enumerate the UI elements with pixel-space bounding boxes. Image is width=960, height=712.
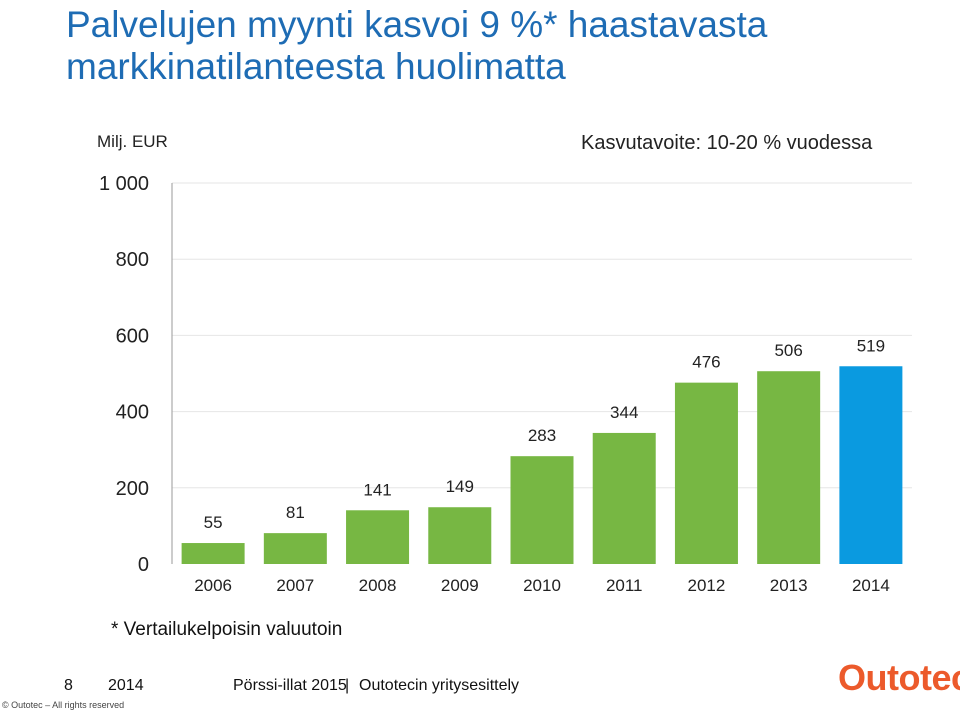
bar-2007	[263, 533, 327, 564]
bar-2012	[674, 382, 738, 564]
footnote: * Vertailukelpoisin valuutoin	[111, 619, 343, 640]
y-axis-unit-label: Milj. EUR	[97, 132, 168, 151]
bar-value-label: 283	[528, 426, 556, 445]
copyright-notice: © Outotec – All rights reserved	[2, 700, 125, 710]
x-tick-label: 2008	[359, 576, 397, 595]
bar-2011	[592, 432, 656, 564]
bar-value-label: 476	[692, 353, 720, 372]
x-tick-label: 2013	[770, 576, 808, 595]
bar-value-label: 344	[610, 403, 638, 422]
footer-page-number: 8	[64, 677, 73, 694]
outotec-logo: Outotec	[838, 657, 960, 698]
bar-2013	[757, 371, 821, 564]
footer-separator: |	[345, 677, 350, 694]
bar-value-label: 55	[204, 513, 223, 532]
growth-target-note: Kasvutavoite: 10-20 % vuodessa	[581, 132, 873, 154]
bar-value-label: 141	[363, 480, 391, 499]
bar-value-label: 149	[446, 477, 474, 496]
x-tick-label: 2012	[688, 576, 726, 595]
x-tick-label: 2010	[523, 576, 561, 595]
y-tick-label: 1 000	[99, 173, 149, 195]
bar-2006	[181, 543, 245, 564]
x-tick-label: 2011	[606, 576, 643, 595]
x-axis-ticks: 2006 2007 2008 2009 2010 2011 2012 2013 2014	[194, 576, 890, 595]
x-tick-label: 2007	[276, 576, 314, 595]
x-tick-label: 2014	[852, 576, 890, 595]
bar-2008	[346, 510, 410, 564]
title-line-1: Palvelujen myynti kasvoi 9 %* haastavast…	[66, 4, 768, 45]
title-line-2: markkinatilanteesta huolimatta	[66, 46, 566, 87]
footer-deck-title: Outotecin yritysesittely	[359, 677, 520, 694]
bars	[181, 366, 903, 564]
bar-2014	[839, 366, 903, 564]
y-tick-label: 0	[138, 554, 149, 576]
y-tick-label: 800	[116, 249, 149, 271]
bar-value-label: 81	[286, 503, 305, 522]
bar-value-labels: 55 81 141 149 283 344 476 506 519	[204, 336, 885, 532]
bar-2009	[428, 507, 492, 564]
page-title: Palvelujen myynti kasvoi 9 %* haastavast…	[66, 4, 946, 88]
footer-year: 2014	[108, 677, 144, 694]
bar-2010	[510, 456, 574, 564]
x-tick-label: 2009	[441, 576, 479, 595]
bar-value-label: 519	[857, 336, 885, 355]
y-tick-label: 600	[116, 325, 149, 347]
x-tick-label: 2006	[194, 576, 232, 595]
footer-event: Pörssi-illat 2015	[233, 677, 347, 694]
y-tick-label: 200	[116, 478, 149, 500]
bar-value-label: 506	[774, 341, 802, 360]
y-axis-ticks: 0 200 400 600 800 1 000	[99, 173, 149, 576]
y-tick-label: 400	[116, 402, 149, 424]
